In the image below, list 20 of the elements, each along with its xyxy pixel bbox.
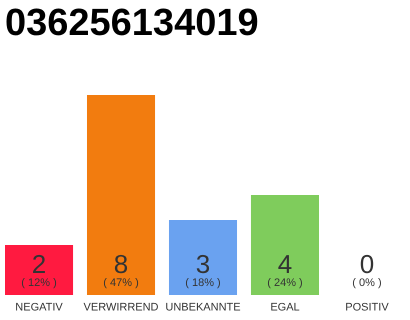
x-tick-label: UNBEKANNTE: [165, 302, 241, 314]
x-tick-label: POSITIV: [345, 302, 390, 314]
annotation: ( 47% ): [103, 277, 139, 289]
data-label: 0: [360, 249, 374, 279]
data-label: 8: [114, 249, 128, 279]
data-label: 3: [196, 249, 210, 279]
chart-title: 036256134019: [5, 2, 259, 44]
x-tick-label: VERWIRREND: [84, 302, 159, 314]
x-tick-label: NEGATIV: [15, 302, 64, 314]
bar: [250, 195, 320, 295]
x-tick-label: EGAL: [270, 302, 300, 314]
annotation: ( 24% ): [267, 277, 303, 289]
annotation: ( 0% ): [352, 277, 382, 289]
bar: [5, 245, 74, 295]
data-label: 4: [278, 249, 292, 279]
annotation: ( 18% ): [185, 277, 221, 289]
data-label: 2: [32, 249, 46, 279]
annotation: ( 12% ): [21, 277, 57, 289]
bar: [168, 220, 238, 295]
bar: [86, 95, 156, 295]
